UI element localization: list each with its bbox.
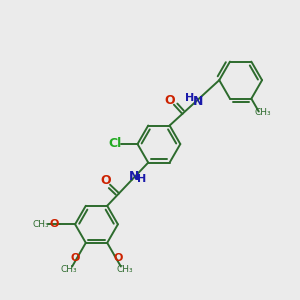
Text: O: O	[49, 219, 58, 229]
Text: CH₃: CH₃	[255, 108, 271, 117]
Text: CH₃: CH₃	[32, 220, 49, 229]
Text: N: N	[129, 170, 139, 183]
Text: O: O	[165, 94, 175, 107]
Text: N: N	[193, 95, 203, 108]
Text: O: O	[70, 253, 80, 263]
Text: CH₃: CH₃	[60, 265, 77, 274]
Text: H: H	[185, 94, 194, 103]
Text: O: O	[113, 253, 123, 263]
Text: O: O	[100, 174, 111, 187]
Text: CH₃: CH₃	[116, 265, 133, 274]
Text: Cl: Cl	[108, 137, 121, 150]
Text: H: H	[136, 174, 146, 184]
